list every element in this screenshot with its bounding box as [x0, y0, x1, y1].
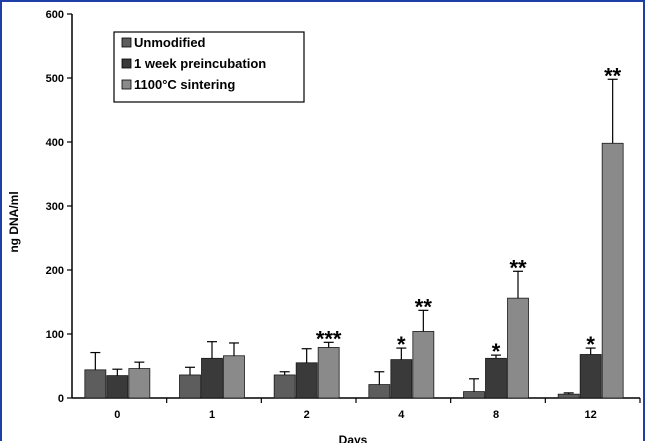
significance-marker: *	[397, 332, 406, 357]
significance-marker: *	[586, 332, 595, 357]
bar	[579, 354, 602, 399]
y-tick-label: 600	[46, 9, 64, 21]
bar	[128, 368, 151, 399]
significance-markers: *** *********	[316, 63, 622, 364]
bar	[273, 374, 296, 399]
y-axis: 0 100 200 300 400 500 600	[46, 9, 73, 405]
y-tick-label: 300	[46, 201, 64, 213]
significance-marker: **	[415, 294, 433, 319]
significance-marker: ***	[316, 326, 342, 351]
legend-label: 1 week preincubation	[134, 56, 266, 71]
bar	[412, 331, 435, 399]
bar	[84, 369, 107, 399]
bar	[295, 362, 318, 399]
y-tick-label: 200	[46, 265, 64, 277]
legend-label: Unmodified	[134, 35, 206, 50]
y-tick-label: 0	[58, 393, 64, 405]
x-axis: 0 1 2 4 8 12	[72, 397, 641, 421]
bar	[106, 375, 129, 399]
bar	[463, 391, 485, 399]
x-axis-title: Days	[339, 433, 368, 443]
x-tick-label: 8	[493, 409, 499, 421]
legend-box	[113, 31, 305, 103]
bar	[179, 374, 201, 399]
y-tick-label: 100	[46, 329, 64, 341]
legend-swatch	[121, 79, 132, 90]
legend-swatch	[121, 58, 132, 69]
legend-swatch	[121, 37, 132, 48]
y-tick-label: 500	[46, 73, 64, 85]
bar	[390, 359, 413, 399]
legend-label: 1100°C sintering	[134, 77, 235, 92]
x-tick-label: 4	[398, 409, 405, 421]
x-tick-label: 2	[304, 409, 310, 421]
bar	[317, 347, 340, 399]
significance-marker: **	[604, 63, 622, 88]
y-tick-label: 400	[46, 137, 64, 149]
y-axis-title: ng DNA/ml	[7, 191, 21, 252]
bars	[84, 78, 624, 399]
significance-marker: **	[509, 255, 527, 280]
bar	[368, 384, 391, 399]
bar	[485, 357, 507, 399]
x-tick-label: 0	[114, 409, 120, 421]
bar	[601, 142, 624, 399]
bar	[557, 393, 580, 399]
significance-marker: *	[492, 339, 501, 364]
x-tick-label: 1	[209, 409, 215, 421]
bar	[201, 357, 223, 399]
bar	[223, 355, 245, 399]
legend: Unmodified 1 week preincubation 1100°C sin…	[113, 31, 305, 103]
x-tick-label: 12	[585, 409, 597, 421]
bar	[507, 297, 529, 399]
